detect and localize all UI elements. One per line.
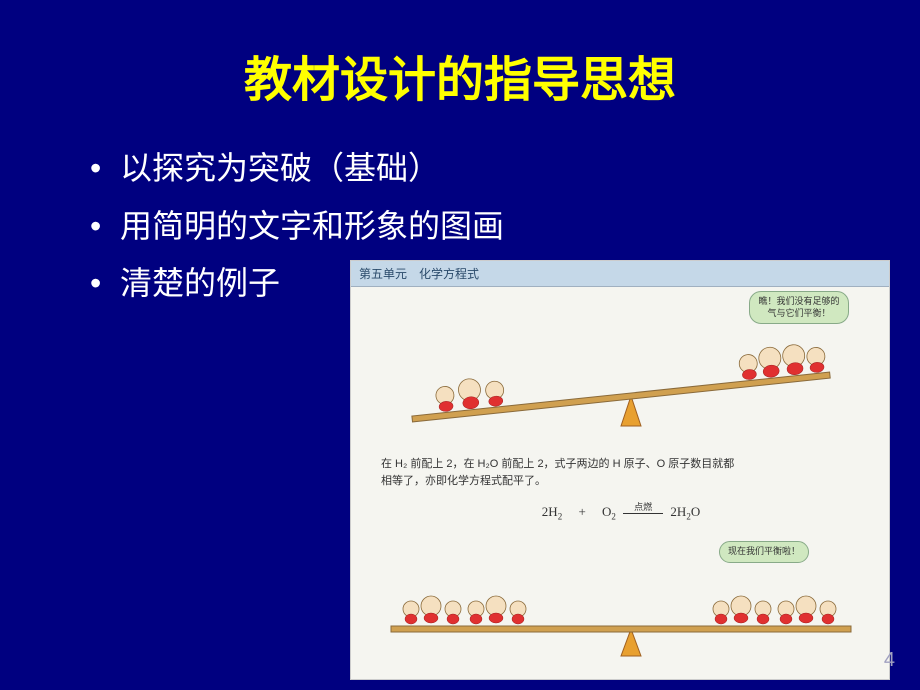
reaction-arrow-icon: 点燃 [623, 513, 663, 514]
plank [391, 626, 851, 632]
left-molecule-group [435, 375, 506, 412]
bullet-item: 以探究为突破（基础） [90, 140, 870, 198]
speech-bubble-unbalanced: 瞧！我们没有足够的气与它们平衡！ [749, 291, 849, 324]
page-number: 4 [884, 649, 895, 672]
eq-term: 2H [542, 504, 558, 519]
speech-bubble-balanced: 现在我们平衡啦！ [719, 541, 809, 563]
eq-term: O [602, 504, 611, 519]
caption-line: 相等了，亦即化学方程式配平了。 [381, 475, 546, 487]
caption-line: 在 H₂ 前配上 2，在 H₂O 前配上 2，式子两边的 H 原子、O 原子数目… [381, 458, 734, 470]
fulcrum-icon [621, 629, 641, 656]
textbook-figure: 第五单元 化学方程式 瞧！我们没有足够的气与它们平衡！ [350, 260, 890, 680]
eq-sub: 2 [611, 512, 616, 522]
figure-header: 第五单元 化学方程式 [351, 261, 889, 287]
eq-term: 2H [670, 504, 686, 519]
chemical-equation: 2H2 + O2 点燃 2H2O [351, 501, 891, 522]
figure-caption: 在 H₂ 前配上 2，在 H₂O 前配上 2，式子两边的 H 原子、O 原子数目… [381, 456, 861, 489]
eq-plus: + [565, 504, 598, 519]
eq-term: O [691, 504, 700, 519]
slide: 教材设计的指导思想 以探究为突破（基础） 用简明的文字和形象的图画 清楚的例子 … [0, 0, 920, 690]
bullet-item: 用简明的文字和形象的图画 [90, 198, 870, 256]
eq-sub: 2 [558, 512, 563, 522]
arrow-label: 点燃 [623, 500, 663, 513]
slide-title: 教材设计的指导思想 [50, 40, 870, 110]
fulcrum-icon [621, 396, 641, 426]
left-molecule-group [403, 596, 526, 624]
right-molecule-group [713, 596, 836, 624]
plank-group [409, 341, 831, 422]
seesaw-unbalanced [351, 321, 891, 441]
seesaw-balanced [351, 561, 891, 671]
